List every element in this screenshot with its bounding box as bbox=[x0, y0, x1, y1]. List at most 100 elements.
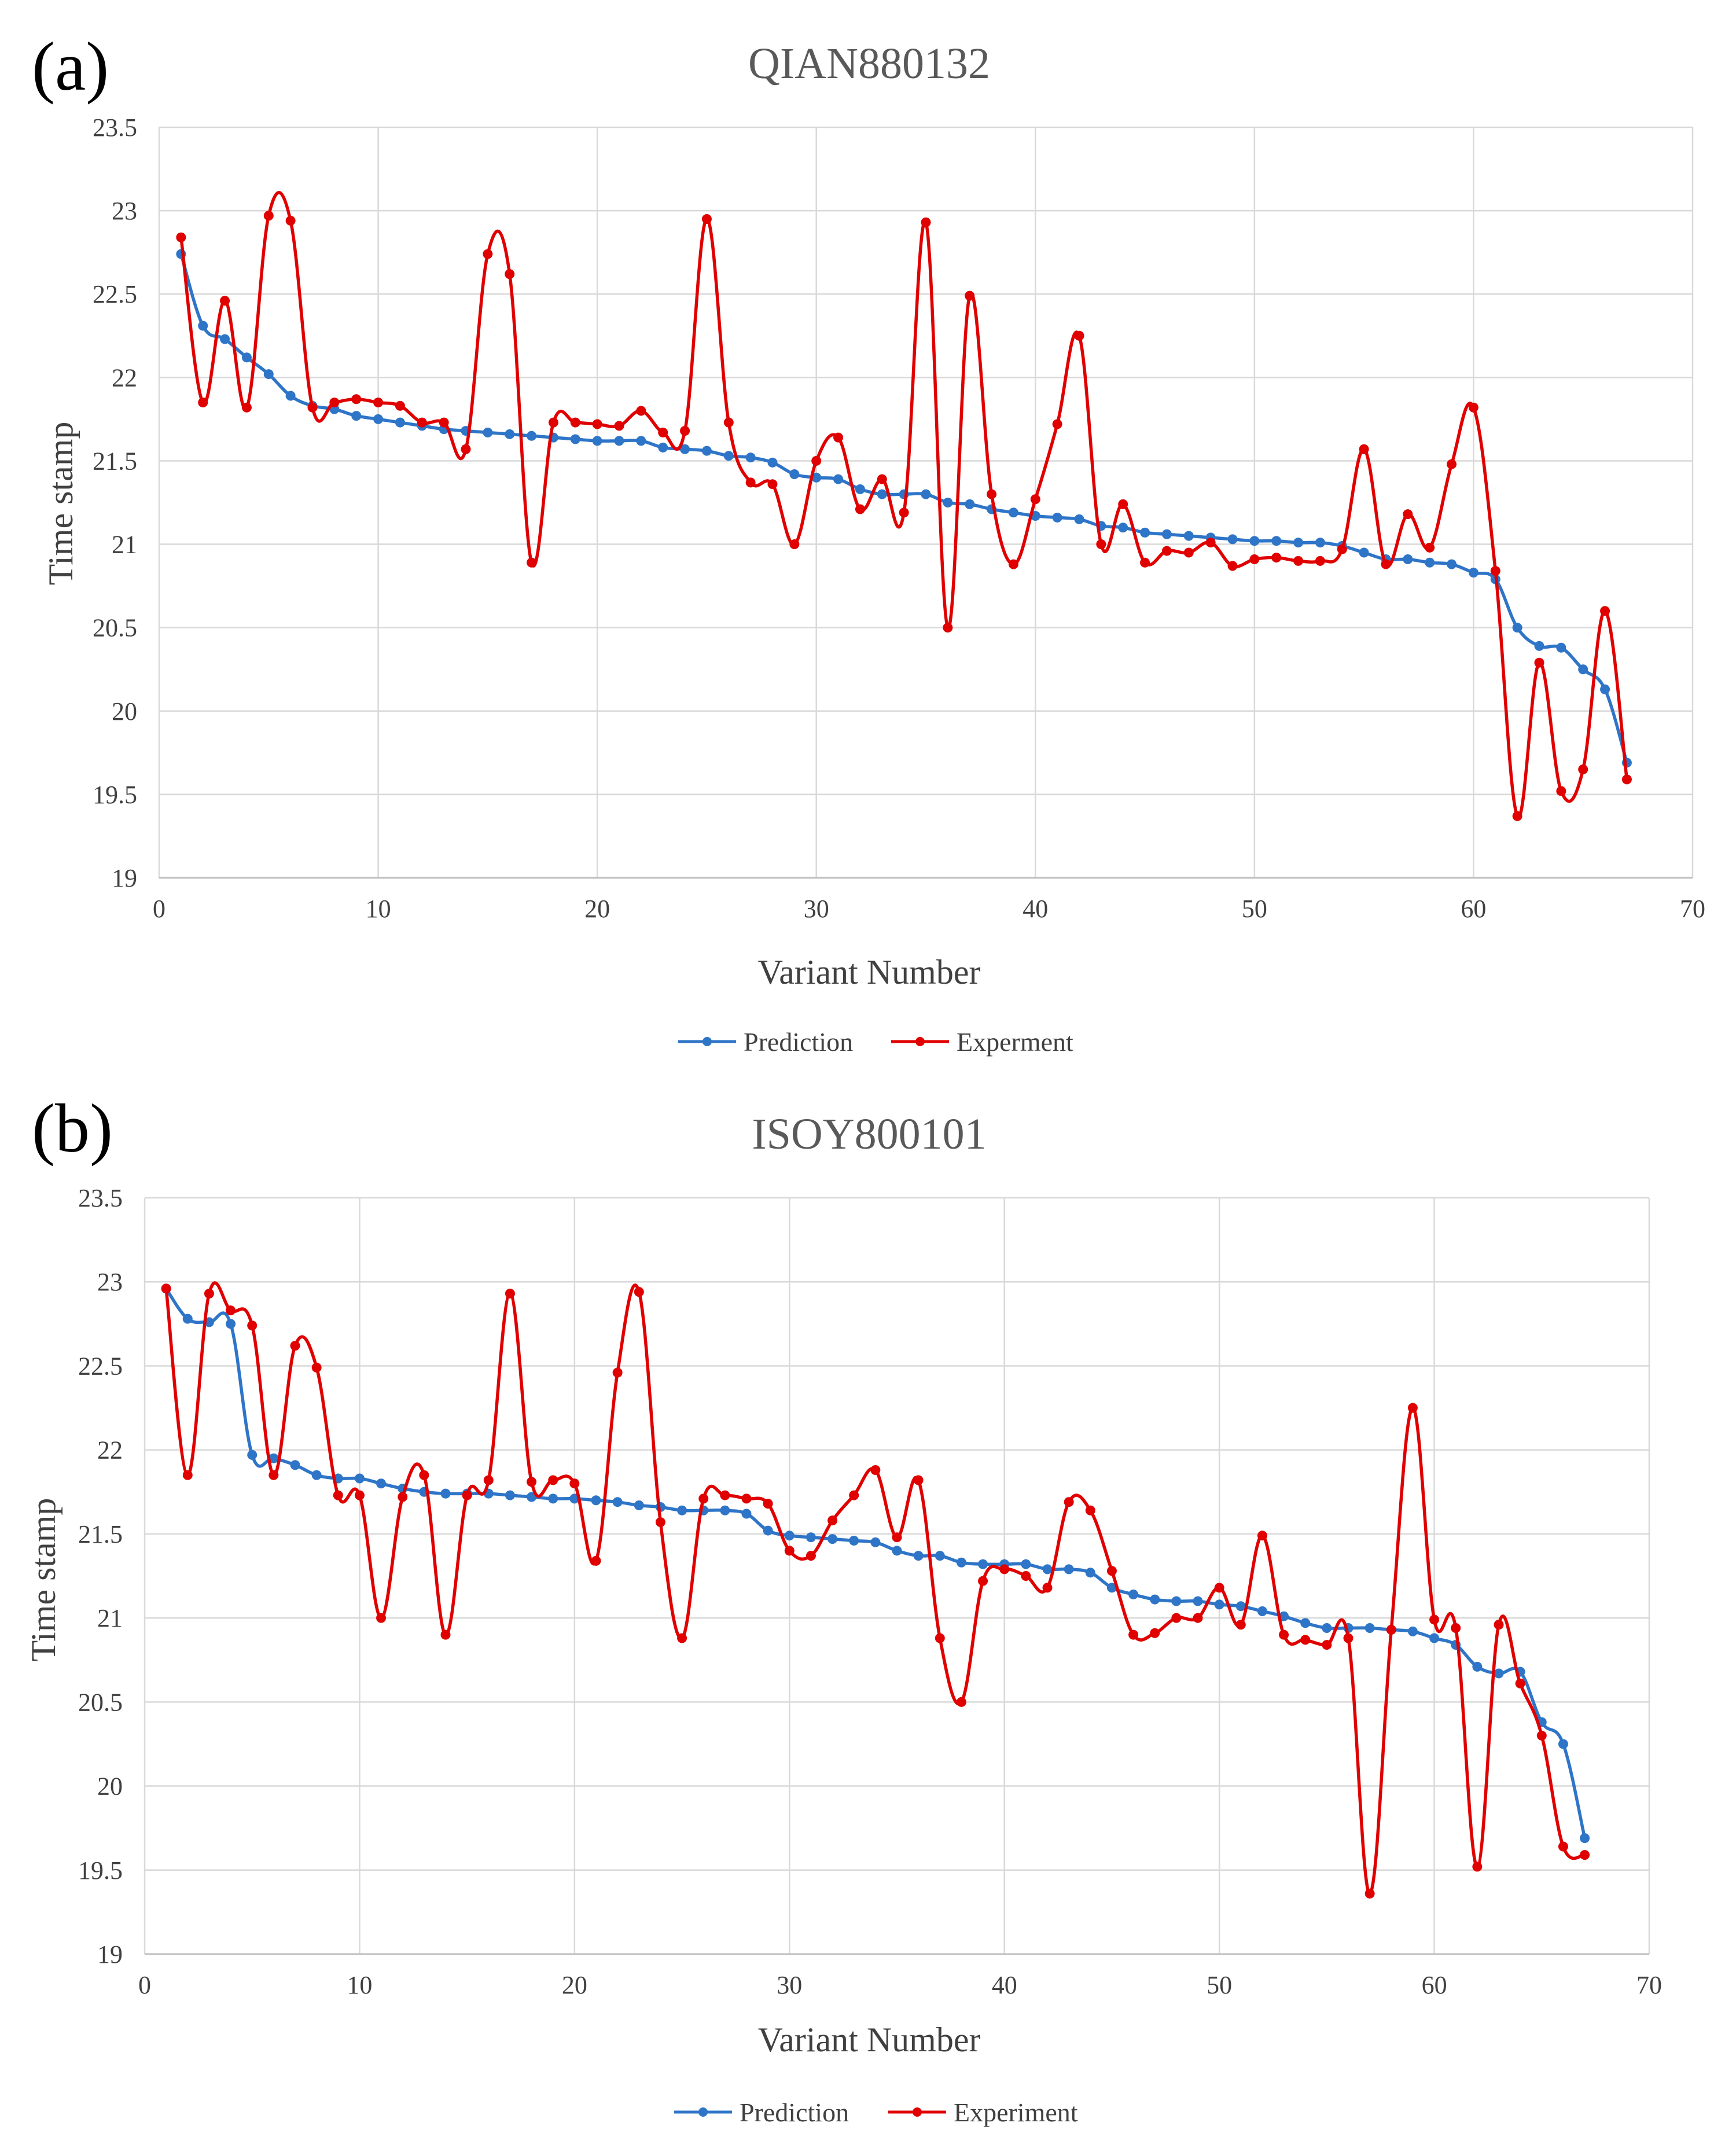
chart-a-experiment-point bbox=[395, 400, 405, 411]
chart-a-experiment-point bbox=[483, 249, 493, 259]
chart-b-prediction-point bbox=[290, 1460, 300, 1470]
chart-b-y-tick-label: 22.5 bbox=[78, 1352, 123, 1380]
chart-b-prediction-point bbox=[548, 1493, 558, 1504]
chart-a-experiment-point bbox=[220, 296, 230, 306]
chart-b-x-axis-title: Variant Number bbox=[758, 2021, 981, 2059]
chart-a-x-axis-title: Variant Number bbox=[758, 953, 981, 991]
chart-a-prediction-point bbox=[614, 436, 624, 446]
chart-a-prediction-point bbox=[1052, 512, 1062, 523]
chart-b-experiment-point bbox=[1106, 1566, 1117, 1576]
chart-b-prediction-point bbox=[956, 1557, 966, 1568]
chart-b-experiment-point bbox=[1214, 1583, 1224, 1593]
chart-b-experiment-point bbox=[1515, 1678, 1525, 1688]
chart-a-y-tick-label: 21.5 bbox=[93, 447, 137, 475]
chart-a-experiment-point bbox=[1030, 494, 1040, 505]
chart-b-legend: Prediction Experiment bbox=[674, 2098, 1078, 2127]
chart-b-experiment-point bbox=[1536, 1730, 1547, 1741]
chart-a-legend: Prediction Experment bbox=[678, 1027, 1073, 1057]
chart-b-experiment-point bbox=[269, 1470, 279, 1480]
chart-b-prediction-point bbox=[1429, 1633, 1440, 1643]
chart-b-y-tick-label: 19.5 bbox=[78, 1856, 123, 1885]
chart-b-experiment-point bbox=[161, 1283, 171, 1294]
chart-b-experiment-point bbox=[527, 1477, 537, 1487]
chart-a-experiment-point bbox=[1534, 657, 1544, 668]
chart-a-experiment-point bbox=[548, 417, 558, 428]
chart-b-prediction-point bbox=[1021, 1559, 1031, 1569]
chart-b-prediction-point bbox=[226, 1319, 236, 1329]
chart-b-prediction-point bbox=[720, 1505, 730, 1515]
chart-b-prediction-point bbox=[247, 1450, 258, 1460]
chart-a-experiment-point bbox=[680, 426, 690, 436]
chart-a-experiment-point bbox=[1447, 459, 1457, 469]
legend-b-experiment-marker bbox=[913, 2107, 922, 2117]
chart-a-x-tick-label: 50 bbox=[1242, 895, 1267, 923]
chart-a-plot-area: 0 10 20 30 40 50 60 70 19 19.5 20 20.5 21 21.5 22 22.5 2… bbox=[93, 113, 1705, 923]
chart-b-experiment-point bbox=[1494, 1620, 1504, 1630]
legend-a-experiment-label: Experment bbox=[957, 1027, 1073, 1057]
chart-b-prediction-point bbox=[1150, 1594, 1160, 1605]
chart-a-prediction-point bbox=[680, 444, 690, 454]
chart-a-experiment-point bbox=[658, 427, 668, 437]
chart-b-prediction-point bbox=[827, 1534, 838, 1544]
chart-a-prediction-point bbox=[241, 352, 252, 363]
chart-a-title: QIAN880132 bbox=[748, 39, 990, 88]
chart-a-prediction-point bbox=[351, 411, 362, 421]
chart-b-prediction-point bbox=[354, 1473, 365, 1484]
chart-b-experiment-point bbox=[634, 1287, 644, 1297]
chart-a-prediction-point bbox=[285, 391, 296, 401]
chart-a-prediction-point bbox=[1183, 531, 1194, 541]
chart-a-prediction-point bbox=[767, 457, 778, 468]
chart-b-y-axis-title: Time stamp bbox=[24, 1498, 62, 1662]
chart-a-prediction-point bbox=[1118, 523, 1128, 533]
chart-a-prediction-point bbox=[658, 442, 668, 453]
chart-a-prediction-point bbox=[789, 469, 800, 480]
chart-a-experiment-point bbox=[461, 444, 471, 454]
chart-b-experiment-point bbox=[827, 1515, 838, 1526]
chart-b-experiment-point bbox=[1300, 1635, 1311, 1645]
chart-a-experiment-point bbox=[351, 394, 362, 404]
chart-b-prediction-point bbox=[440, 1488, 451, 1499]
panel-b-label: (b) bbox=[32, 1090, 113, 1167]
chart-b-experiment-point bbox=[548, 1475, 558, 1485]
panel-a-label: (a) bbox=[32, 28, 109, 105]
chart-a-experiment-point bbox=[198, 398, 208, 408]
chart-b-prediction-point bbox=[1472, 1661, 1483, 1672]
chart-b-prediction-point bbox=[1322, 1623, 1332, 1634]
chart-b-prediction-point bbox=[1257, 1606, 1267, 1616]
chart-b-y-tick-label: 23 bbox=[97, 1268, 123, 1296]
chart-b-prediction-point bbox=[978, 1559, 988, 1569]
chart-b-x-tick-label: 30 bbox=[777, 1971, 802, 1999]
chart-b-experiment-point bbox=[1429, 1614, 1440, 1625]
chart-a-prediction-point bbox=[1140, 527, 1150, 538]
chart-a-y-tick-label: 23.5 bbox=[93, 113, 137, 142]
chart-b-experiment-point bbox=[1042, 1583, 1053, 1593]
chart-a-prediction-point bbox=[570, 434, 580, 444]
chart-a-x-tick-label: 10 bbox=[366, 895, 391, 923]
chart-a-experiment-point bbox=[1161, 546, 1172, 556]
chart-b-prediction-point bbox=[784, 1531, 795, 1541]
chart-b-experiment-point bbox=[720, 1490, 730, 1500]
chart-b-y-tick-label: 21.5 bbox=[78, 1520, 123, 1548]
chart-b-y-tick-label: 19 bbox=[97, 1940, 123, 1969]
chart-a-prediction-point bbox=[263, 369, 274, 380]
chart-a-experiment-point bbox=[1052, 419, 1062, 429]
chart-a-prediction-point bbox=[745, 453, 756, 463]
chart-b-prediction-point bbox=[1042, 1564, 1053, 1575]
chart-a-prediction-point bbox=[1600, 684, 1610, 694]
chart-b-prediction-point bbox=[1064, 1564, 1074, 1575]
legend-a-experiment-marker bbox=[915, 1037, 925, 1046]
chart-a-experiment-point bbox=[855, 504, 865, 514]
chart-b-experiment-point bbox=[1364, 1888, 1375, 1899]
chart-a-y-tick-label: 22 bbox=[112, 363, 137, 392]
chart-b-experiment-point bbox=[763, 1499, 773, 1509]
chart-b-experiment-point bbox=[677, 1633, 687, 1643]
chart-a-prediction-point bbox=[921, 489, 931, 499]
chart-a-x-tick-label: 40 bbox=[1023, 895, 1048, 923]
chart-b-prediction-point bbox=[677, 1505, 687, 1515]
chart-b-experiment-point bbox=[204, 1289, 214, 1299]
chart-b-y-tick-label: 23.5 bbox=[78, 1184, 123, 1212]
chart-a-prediction-point bbox=[1578, 664, 1588, 675]
chart-b-y-tick-label: 21 bbox=[97, 1604, 123, 1632]
legend-a-prediction-marker bbox=[703, 1037, 712, 1046]
chart-b-experiment-point bbox=[333, 1490, 343, 1500]
